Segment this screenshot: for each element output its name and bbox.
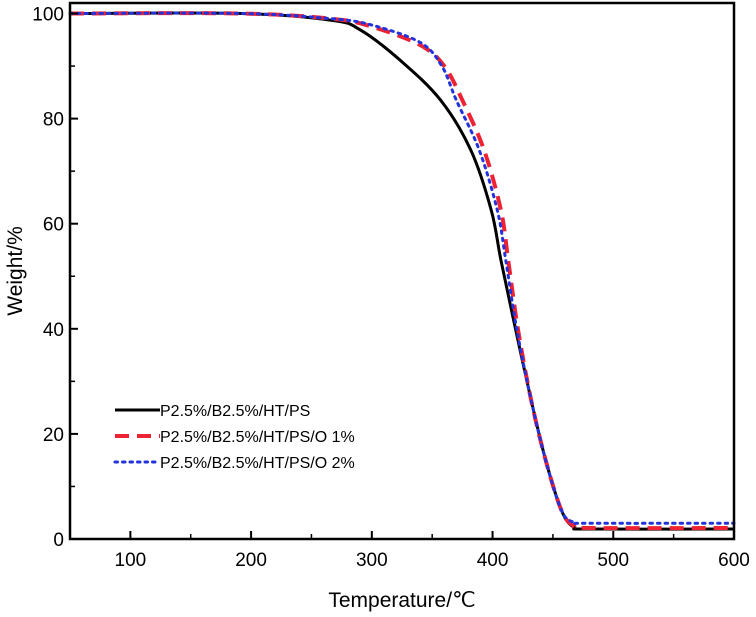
legend-label-3: P2.5%/B2.5%/HT/PS/O 2%: [160, 455, 355, 472]
x-tick-label: 400: [477, 550, 509, 571]
plot-curves: [68, 11, 736, 531]
x-tick-label: 500: [597, 550, 629, 571]
series-line-1: [69, 11, 735, 531]
y-axis-title: Weight/%: [4, 226, 27, 316]
series-line-3: [68, 11, 736, 525]
legend-label-1: P2.5%/B2.5%/HT/PS: [160, 403, 310, 420]
x-tick-label: 300: [356, 550, 388, 571]
y-tick-label: 20: [43, 425, 64, 446]
y-tick-label: 0: [53, 530, 64, 551]
x-tick-label: 100: [115, 550, 147, 571]
y-tick-label: 40: [43, 320, 64, 341]
x-tick-label: 200: [235, 550, 267, 571]
y-tick-label: 100: [32, 5, 64, 26]
axis-ticks: 100 200 300 400 500 600 0 20 40 60 80 100: [32, 5, 750, 571]
legend: P2.5%/B2.5%/HT/PS P2.5%/B2.5%/HT/PS/O 1% P…: [113, 403, 355, 472]
legend-label-2: P2.5%/B2.5%/HT/PS/O 1%: [160, 429, 355, 446]
plot-frame: [68, 1, 736, 541]
series-line-2: [69, 11, 735, 531]
y-tick-label: 60: [43, 215, 64, 236]
y-tick-label: 80: [43, 110, 64, 131]
x-axis-title: Temperature/℃: [328, 589, 475, 612]
x-tick-label: 600: [718, 550, 750, 571]
